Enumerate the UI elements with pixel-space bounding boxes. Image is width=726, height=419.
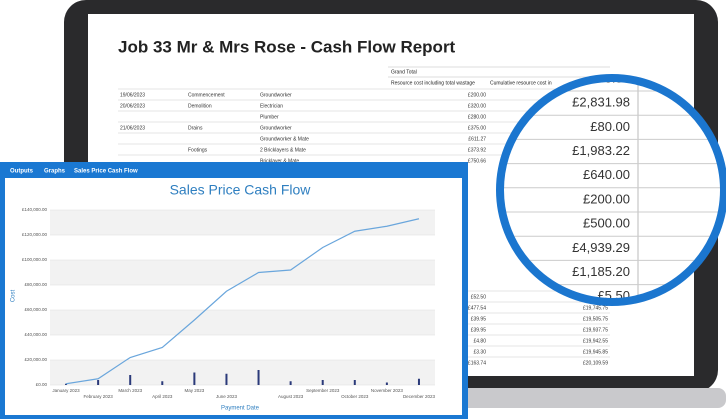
x-axis-label: Payment Date — [221, 406, 260, 412]
bar — [97, 380, 100, 385]
bar — [129, 375, 132, 385]
table-cell: £39.95 — [471, 327, 487, 333]
chart: £0.00 £20,000.00 £40,000.00 £60,000.00 £80,0… — [22, 207, 435, 399]
tab[interactable]: Graphs — [44, 169, 66, 175]
x-tick-label: March 2023 — [118, 388, 142, 393]
y-tick-label: £0.00 — [36, 382, 48, 387]
table-cell: 2 Bricklayers & Mate — [260, 147, 306, 153]
magnifier-value: £80.00 — [590, 119, 630, 134]
table-cell: £611.27 — [468, 136, 486, 142]
table-cell: Commencement — [188, 92, 225, 98]
x-tick-label: February 2023 — [83, 394, 113, 399]
column-header: Cumulative resource cost in — [490, 80, 552, 86]
y-tick-label: £140,000.00 — [22, 207, 48, 212]
table-cell: £19,945.85 — [583, 349, 608, 355]
y-tick-label: £120,000.00 — [22, 232, 48, 237]
magnifier-value: £4,939.29 — [572, 240, 630, 255]
y-tick-label: £60,000.00 — [24, 307, 47, 312]
table-cell: £477.54 — [468, 305, 486, 311]
table-cell: £750.66 — [468, 158, 486, 164]
tab[interactable]: Outputs — [10, 169, 34, 175]
bar — [65, 383, 68, 385]
magnifier-value: £200.00 — [583, 191, 630, 206]
y-tick-label: £100,000.00 — [22, 257, 48, 262]
table-cell: Electrician — [260, 103, 283, 109]
line — [65, 218, 420, 385]
table-cell: £4.80 — [473, 338, 486, 344]
x-tick-label: November 2023 — [371, 388, 404, 393]
x-tick-label: April 2023 — [152, 394, 173, 399]
grid-band — [50, 310, 435, 335]
grid-band — [50, 210, 435, 235]
x-tick-label: August 2023 — [278, 394, 304, 399]
bar — [321, 380, 324, 385]
table-cell: £373.92 — [468, 147, 486, 153]
x-tick-label: September 2023 — [306, 388, 340, 393]
grid-band — [50, 235, 435, 260]
table-cell: £19,745.75 — [583, 305, 608, 311]
magnifier-value: £500.00 — [583, 216, 630, 231]
table-cell: Drains — [188, 125, 203, 131]
x-tick-label: May 2023 — [184, 388, 204, 393]
table-cell: Groundworker — [260, 125, 292, 131]
x-tick-label: December 2023 — [403, 394, 436, 399]
magnifier-ring — [496, 74, 726, 306]
grid-band — [50, 335, 435, 360]
table-cell: 21/06/2023 — [120, 125, 145, 131]
bar — [417, 378, 420, 385]
x-tick-label: January 2023 — [52, 388, 80, 393]
y-axis-label: Cost — [11, 290, 17, 303]
x-tick-label: June 2023 — [216, 394, 238, 399]
group-header: Grand Total — [391, 69, 417, 75]
table-cell: £375.00 — [468, 125, 486, 131]
table-cell: £20,109.59 — [583, 360, 608, 366]
magnifier-value: £1,983.22 — [572, 143, 630, 158]
table-cell: £19,942.55 — [583, 338, 608, 344]
bar — [353, 380, 356, 385]
bar — [289, 381, 292, 385]
table-cell: Footings — [188, 147, 208, 153]
table-cell: £19,505.75 — [583, 316, 608, 322]
bar — [161, 381, 164, 385]
bar — [385, 382, 388, 385]
bar — [193, 372, 196, 385]
table-cell: £280.00 — [468, 114, 486, 120]
report-table: Grand Total Resource cost including total… — [118, 66, 610, 366]
grid-band — [50, 360, 435, 385]
column-header: Resource cost including total wastage — [391, 80, 475, 86]
y-tick-label: £20,000.00 — [24, 357, 47, 362]
table-cell: Demolition — [188, 103, 212, 109]
bar — [257, 370, 260, 385]
table-cell: £52.50 — [471, 294, 487, 300]
report-title: Job 33 Mr & Mrs Rose - Cash Flow Report — [118, 37, 456, 56]
table-cell: 19/06/2023 — [120, 92, 145, 98]
bar — [225, 373, 228, 385]
x-tick-label: October 2023 — [341, 394, 369, 399]
table-cell: Groundworker — [260, 92, 292, 98]
grid-band — [50, 285, 435, 310]
magnifier-bg — [500, 78, 724, 302]
magnifier-value: £1,185.20 — [572, 264, 630, 279]
table-cell: £39.95 — [471, 316, 487, 322]
y-tick-label: £80,000.00 — [24, 282, 47, 287]
tabs: Outputs Graphs Sales Price Cash Flow — [10, 169, 138, 175]
table-cell: Bricklayer & Mate — [260, 158, 299, 164]
table-cell: £19,937.75 — [583, 327, 608, 333]
table-cell: £320.00 — [468, 103, 486, 109]
magnifier-value: £640.00 — [583, 167, 630, 182]
table-cell: 20/06/2023 — [120, 103, 145, 109]
chart-title: Sales Price Cash Flow — [170, 182, 312, 198]
magnifier-value: £2,831.98 — [572, 95, 630, 110]
tab[interactable]: Sales Price Cash Flow — [74, 169, 138, 175]
y-tick-label: £40,000.00 — [24, 332, 47, 337]
table-cell: Groundworker & Mate — [260, 136, 309, 142]
table-cell: Plumber — [260, 114, 279, 120]
grid-band — [50, 260, 435, 285]
table-cell: £3.30 — [473, 349, 486, 355]
table-cell: £200.00 — [468, 92, 486, 98]
table-cell: £163.74 — [468, 360, 486, 366]
